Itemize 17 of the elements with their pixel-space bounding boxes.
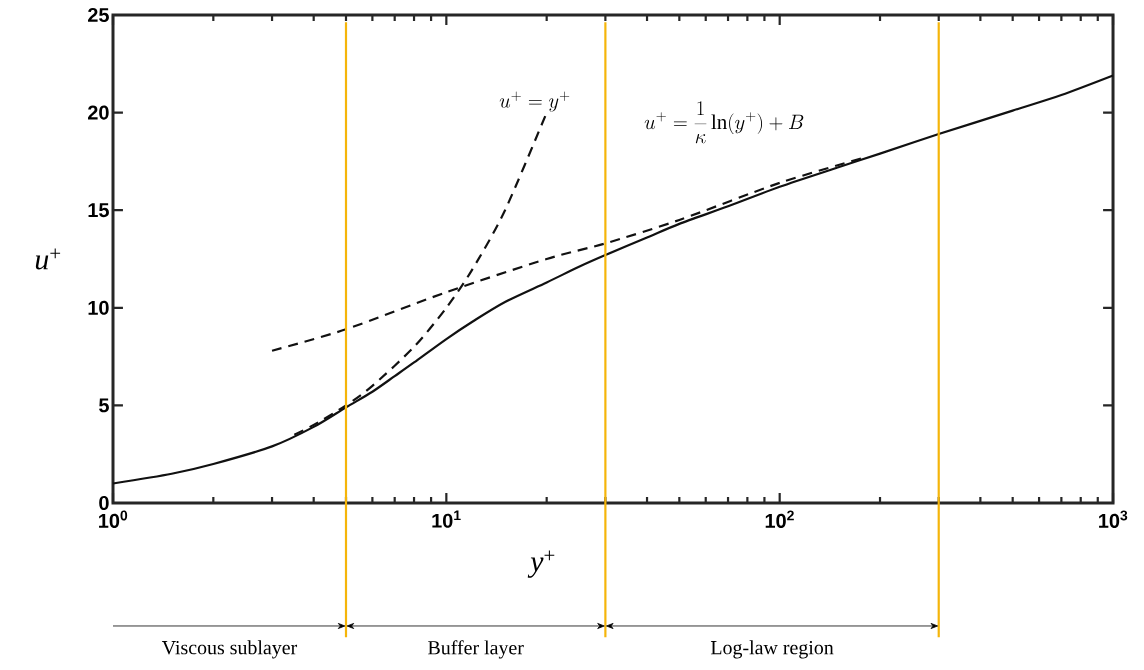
x-tick-label: 10$^{2}$ [765, 510, 794, 528]
y-tick-label: 15 [88, 203, 109, 218]
text: Viscous sublayer [161, 640, 298, 659]
y-tick-label: 20 [88, 105, 109, 120]
x-tick-label: 10$^{3}$ [1099, 510, 1128, 528]
text: Log-law region [710, 640, 834, 659]
y-tick-label: 25 [88, 7, 109, 23]
y-axis-title: u$^{+}$ [35, 248, 61, 270]
text: Buffer layer [428, 640, 524, 659]
annotation: $u^+ = y^+$ [499, 91, 570, 112]
x-tick-label: 10$^{0}$ [99, 510, 128, 528]
annotation: $u^+ = \frac{1}{\kappa}\ln(y^+) + B$ [644, 101, 804, 144]
y-tick-label: 10 [88, 300, 109, 315]
y-tick-label: 5 [99, 398, 109, 413]
y-tick-label: 0 [99, 495, 109, 511]
x-tick-label: 10$^{1}$ [432, 510, 461, 528]
x-axis-title: y$^{+}$ [527, 550, 555, 578]
